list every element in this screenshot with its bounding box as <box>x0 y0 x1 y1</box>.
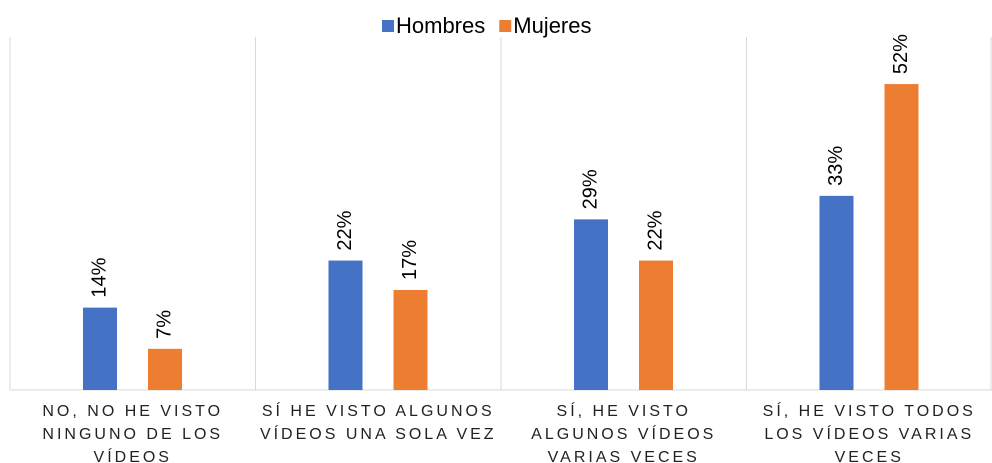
value-label: 33% <box>825 146 847 186</box>
legend-label: Mujeres <box>513 13 591 38</box>
legend-label: Hombres <box>396 13 485 38</box>
value-label: 17% <box>399 240 421 280</box>
x-tick-label: SÍ, HE VISTO ALGUNOS VÍDEOS VARIAS VECES <box>531 403 717 463</box>
bar <box>574 219 608 390</box>
value-label: 22% <box>644 210 666 250</box>
value-label: 22% <box>334 210 356 250</box>
bar <box>639 260 673 390</box>
value-label: 52% <box>890 34 912 74</box>
value-label: 14% <box>88 257 110 297</box>
bar <box>148 348 182 390</box>
value-label: 7% <box>153 310 175 339</box>
x-tick-label: SÍ HE VISTO ALGUNOS VÍDEOS UNA SOLA VEZ <box>259 403 497 443</box>
bar <box>819 195 854 390</box>
legend-swatch <box>382 20 394 32</box>
bar <box>83 307 117 390</box>
x-tick-label: SÍ, HE VISTO TODOS LOS VÍDEOS VARIAS VEC… <box>762 403 976 463</box>
bar <box>328 260 363 390</box>
x-tick-label: NO, NO HE VISTO NINGUNO DE LOS VÍDEOS <box>42 403 224 463</box>
value-label: 29% <box>579 169 601 209</box>
legend-swatch <box>499 20 512 32</box>
bar <box>393 289 428 390</box>
bar <box>884 84 919 391</box>
